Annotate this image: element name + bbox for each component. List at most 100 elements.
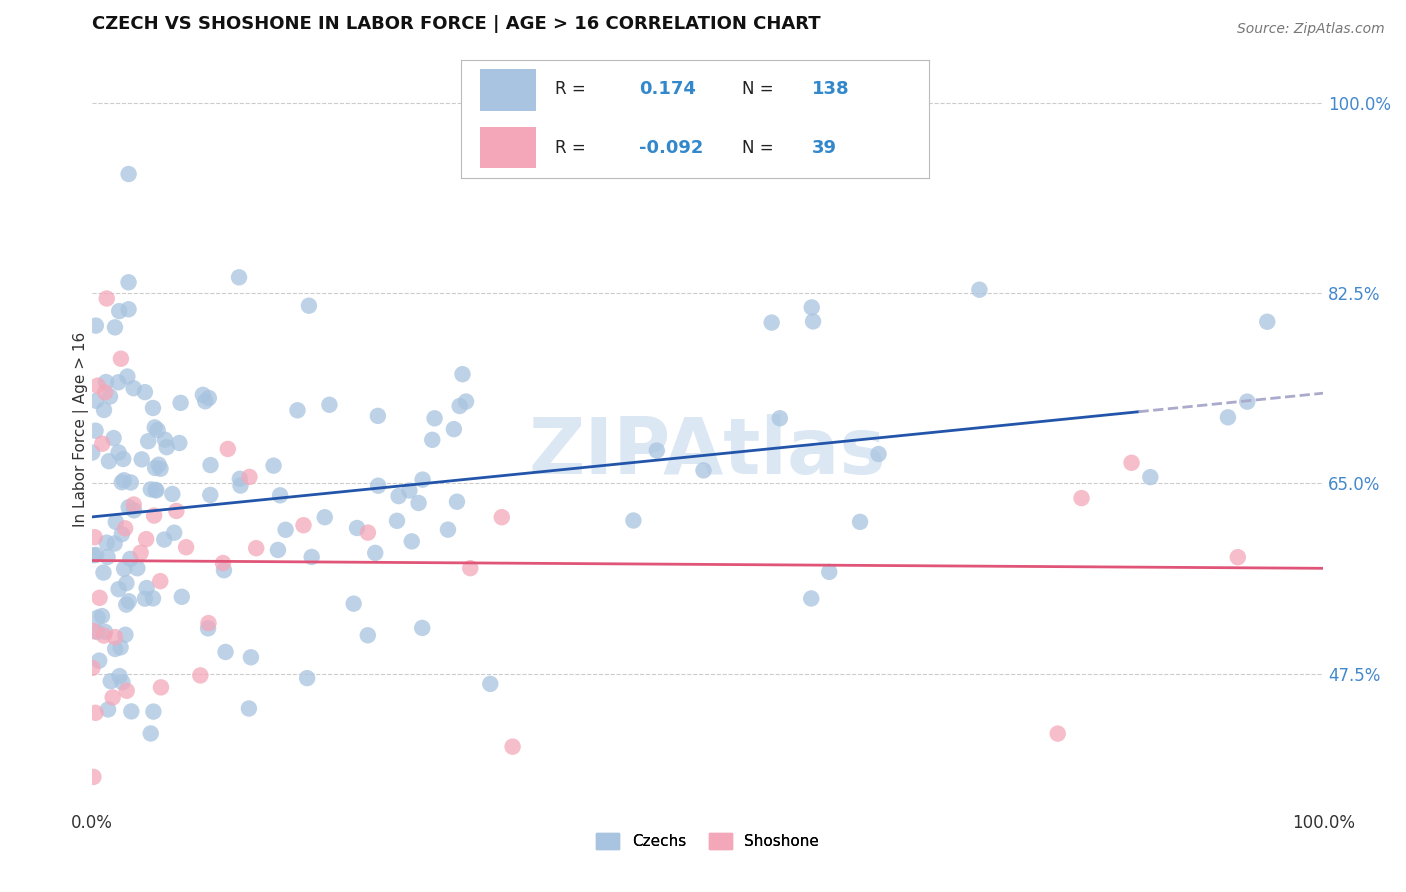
Point: [148, 458, 170, 472]
Point: [129, 546, 152, 560]
Point: [197, 616, 219, 631]
Point: [212, 556, 235, 570]
Point: [274, 523, 297, 537]
Point: [89, 591, 111, 605]
Point: [96, 292, 118, 306]
Point: [110, 640, 132, 655]
Point: [112, 562, 135, 576]
Point: [117, 167, 139, 181]
Point: [112, 473, 135, 487]
Point: [84, 706, 107, 720]
Point: [197, 621, 219, 635]
Point: [104, 536, 127, 550]
Point: [97, 549, 120, 564]
Point: [111, 475, 134, 490]
Point: [645, 443, 668, 458]
Point: [1046, 726, 1069, 740]
Point: [411, 621, 433, 635]
Point: [118, 594, 141, 608]
Point: [146, 423, 169, 437]
Point: [93, 403, 115, 417]
Point: [82, 661, 104, 675]
Point: [165, 504, 187, 518]
Point: [145, 483, 167, 498]
Point: [367, 479, 389, 493]
Point: [357, 525, 380, 540]
Point: [142, 401, 165, 415]
Point: [122, 498, 145, 512]
Point: [263, 458, 285, 473]
Point: [108, 304, 131, 318]
Point: [117, 369, 139, 384]
Point: [443, 422, 465, 436]
Point: [298, 299, 321, 313]
Point: [357, 628, 380, 642]
Point: [800, 301, 823, 315]
Point: [267, 543, 290, 558]
Point: [145, 483, 167, 497]
Point: [143, 461, 166, 475]
Point: [364, 546, 387, 560]
Point: [449, 399, 471, 413]
Point: [110, 351, 132, 366]
Point: [97, 702, 120, 716]
Point: [420, 433, 443, 447]
Point: [149, 574, 172, 589]
Point: [245, 541, 267, 556]
Point: [115, 683, 138, 698]
Point: [104, 515, 127, 529]
Point: [238, 701, 260, 715]
Text: CZECH VS SHOSHONE IN LABOR FORCE | AGE > 16 CORRELATION CHART: CZECH VS SHOSHONE IN LABOR FORCE | AGE >…: [93, 15, 821, 33]
Point: [491, 510, 513, 524]
Point: [423, 411, 446, 425]
Point: [198, 391, 221, 405]
Point: [200, 488, 222, 502]
Point: [82, 548, 104, 562]
Point: [103, 431, 125, 445]
Point: [94, 624, 117, 639]
Point: [149, 681, 172, 695]
Point: [107, 376, 129, 390]
Point: [134, 385, 156, 400]
Point: [385, 514, 408, 528]
Point: [401, 534, 423, 549]
Point: [142, 591, 165, 606]
Point: [238, 470, 260, 484]
Point: [318, 398, 340, 412]
Point: [117, 302, 139, 317]
Point: [86, 624, 108, 639]
Point: [214, 645, 236, 659]
Point: [292, 518, 315, 533]
Point: [162, 487, 184, 501]
Point: [623, 514, 645, 528]
Point: [134, 591, 156, 606]
Point: [122, 503, 145, 517]
Point: [446, 494, 468, 508]
Point: [1256, 315, 1278, 329]
Point: [200, 458, 222, 472]
Point: [117, 275, 139, 289]
Point: [343, 597, 366, 611]
Point: [87, 378, 110, 392]
Point: [163, 525, 186, 540]
Point: [229, 478, 252, 492]
Point: [217, 442, 239, 456]
Point: [83, 624, 105, 639]
Point: [314, 510, 336, 524]
Point: [136, 434, 159, 449]
Point: [104, 642, 127, 657]
Point: [82, 445, 104, 459]
Point: [801, 314, 824, 328]
Point: [118, 500, 141, 515]
Point: [1070, 491, 1092, 505]
Legend: Czechs, Shoshone: Czechs, Shoshone: [591, 827, 825, 855]
Point: [107, 582, 129, 596]
Point: [269, 488, 291, 502]
Point: [127, 561, 149, 575]
Point: [122, 381, 145, 395]
Point: [458, 561, 481, 575]
Point: [108, 669, 131, 683]
Point: [93, 566, 115, 580]
Point: [120, 552, 142, 566]
Point: [83, 530, 105, 544]
